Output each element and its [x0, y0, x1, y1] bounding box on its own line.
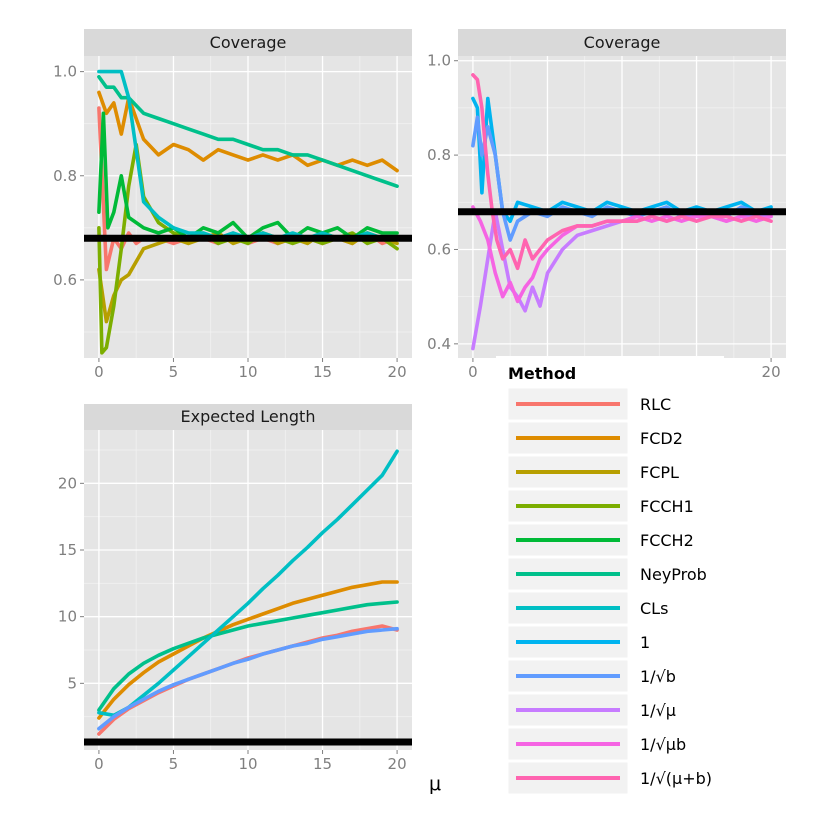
- axis-ticks: 0 5 10 15 20 5 10 15 20: [58, 474, 407, 773]
- x-tick-label: 0: [468, 363, 478, 381]
- strip-background: [84, 29, 412, 56]
- x-tick-label: 5: [169, 363, 179, 381]
- panel-title: Expected Length: [181, 407, 316, 426]
- x-tick-label: 5: [169, 755, 179, 773]
- x-tick-label: 20: [388, 755, 407, 773]
- y-tick-label: 10: [58, 608, 77, 626]
- legend-item: CLs: [507, 591, 668, 625]
- x-tick-label: 10: [238, 363, 257, 381]
- y-tick-label: 20: [58, 474, 77, 492]
- y-tick-label: 0.8: [53, 167, 77, 185]
- y-tick-label: 15: [58, 541, 77, 559]
- y-tick-label: 0.4: [427, 335, 451, 353]
- legend-label: NeyProb: [640, 565, 707, 584]
- strip-background: [84, 404, 412, 430]
- legend-label: 1: [640, 633, 650, 652]
- legend-item: 1: [507, 625, 650, 659]
- x-tick-label: 10: [238, 755, 257, 773]
- y-tick-label: 0.6: [427, 240, 451, 258]
- y-tick-label: 5: [67, 674, 77, 692]
- panel-title: Coverage: [210, 33, 287, 52]
- y-tick-label: 0.6: [53, 271, 77, 289]
- series-line: [97, 75, 399, 188]
- legend-label: 1/√b: [640, 667, 676, 686]
- legend-label: FCCH1: [640, 497, 694, 516]
- panel-title: Coverage: [584, 33, 661, 52]
- x-tick-label: 0: [94, 363, 104, 381]
- legend-label: 1/√μb: [640, 735, 686, 754]
- legend-label: FCCH2: [640, 531, 694, 550]
- coverage-panel-right: Coverage 0 20 0.4 0.6 0.8 1.0: [427, 29, 786, 381]
- legend-items: RLC FCD2 FCPL FCCH1 FCCH2 NeyProb CLs 1 1/√b 1/√μ…: [507, 387, 712, 795]
- gridlines: [84, 430, 412, 750]
- legend-title: Method: [508, 364, 576, 383]
- strip-background: [458, 29, 786, 56]
- legend-label: FCPL: [640, 463, 679, 482]
- legend-item: 1/√μb: [507, 727, 686, 761]
- x-axis-label: μ: [429, 773, 441, 795]
- series-line: [97, 111, 399, 240]
- y-tick-label: 1.0: [427, 52, 451, 70]
- series-line: [97, 580, 399, 720]
- legend-label: 1/√(μ+b): [640, 769, 712, 788]
- x-tick-label: 15: [313, 755, 332, 773]
- x-tick-label: 15: [313, 363, 332, 381]
- axis-ticks: 0 20 0.4 0.6 0.8 1.0: [427, 52, 780, 381]
- series-line: [471, 73, 773, 271]
- legend: Method RLC FCD2 FCPL FCCH1 FCCH2 NeyProb CLs 1 1…: [496, 356, 724, 795]
- legend-item: 1/√b: [507, 659, 676, 693]
- legend-item: FCCH1: [507, 489, 694, 523]
- legend-item: FCCH2: [507, 523, 694, 557]
- legend-label: RLC: [640, 395, 671, 414]
- series-group: [97, 449, 399, 736]
- axis-ticks: 0 5 10 15 20 0.6 0.8 1.0: [53, 63, 406, 381]
- y-tick-label: 1.0: [53, 63, 77, 81]
- expected-length-panel: Expected Length 0 5 10 15 20 5 10 15 20: [58, 404, 412, 773]
- y-tick-label: 0.8: [427, 146, 451, 164]
- legend-item: NeyProb: [507, 557, 707, 591]
- legend-label: CLs: [640, 599, 668, 618]
- legend-item: RLC: [507, 387, 671, 421]
- legend-item: FCPL: [507, 455, 679, 489]
- x-tick-label: 0: [94, 755, 104, 773]
- series-line: [97, 626, 399, 731]
- x-tick-label: 20: [388, 363, 407, 381]
- series-line: [97, 600, 399, 712]
- legend-item: FCD2: [507, 421, 683, 455]
- series-line: [97, 449, 399, 718]
- series-line: [97, 90, 399, 173]
- legend-item: 1/√(μ+b): [507, 761, 712, 795]
- legend-label: FCD2: [640, 429, 683, 448]
- legend-label: 1/√μ: [640, 701, 676, 720]
- coverage-panel-left: Coverage 0 5 10 15 20 0.6 0.8 1.0: [53, 29, 412, 381]
- legend-item: 1/√μ: [507, 693, 676, 727]
- x-tick-label: 20: [762, 363, 781, 381]
